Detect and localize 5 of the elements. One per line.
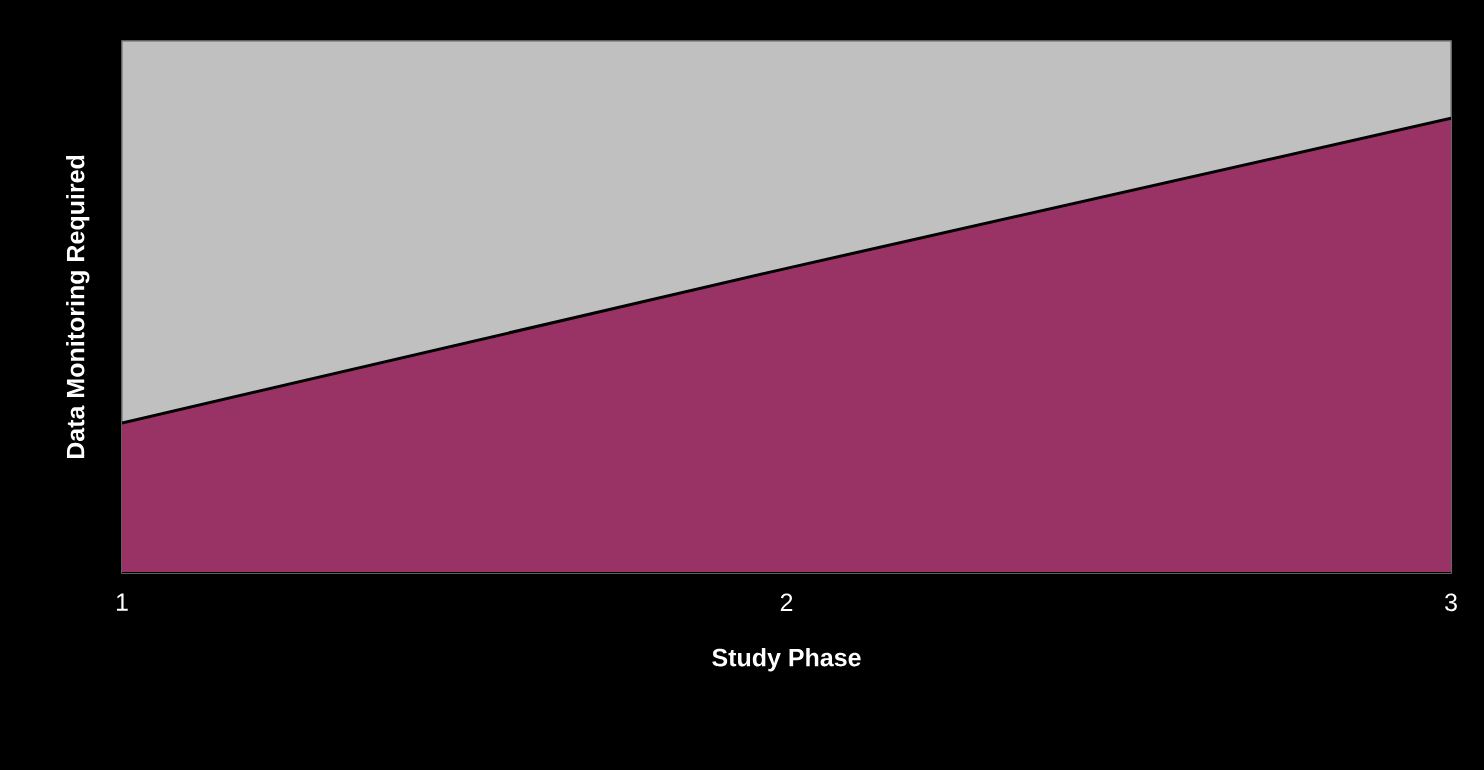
- y-axis-title: Data Monitoring Required: [66, 155, 90, 459]
- x-tick-label: 2: [780, 593, 793, 611]
- x-tick-label: 1: [116, 593, 128, 611]
- x-tick-label: 3: [1445, 593, 1457, 612]
- x-axis-title: Study Phase: [712, 648, 861, 672]
